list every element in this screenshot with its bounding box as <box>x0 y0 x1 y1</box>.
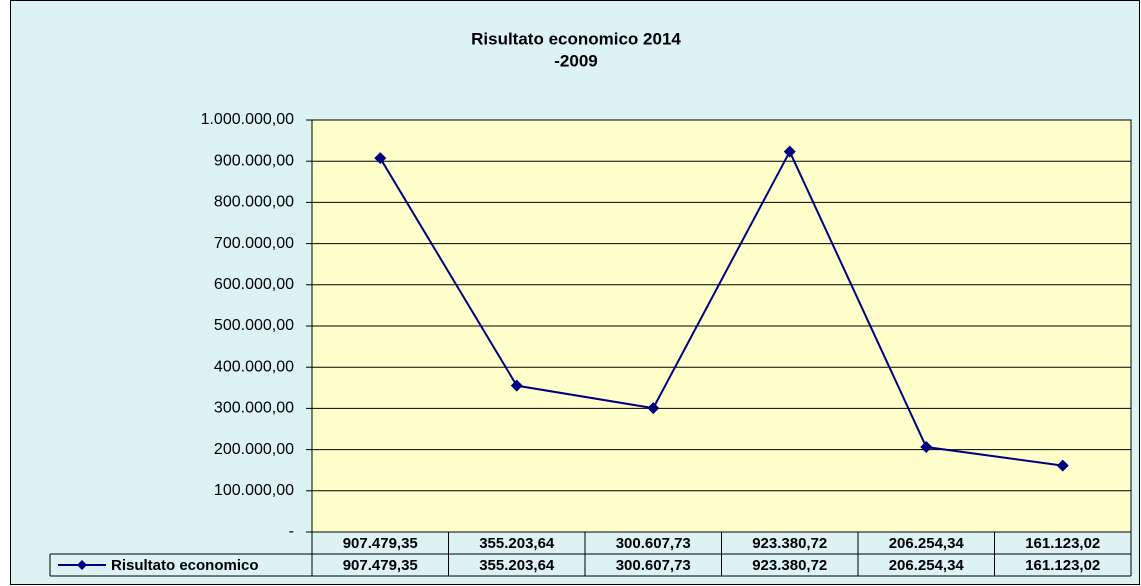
y-tick-label: 900.000,00 <box>214 152 294 169</box>
x-tick-label: 300.607,73 <box>616 535 691 552</box>
data-point <box>920 441 933 454</box>
y-tick-label: 800.000,00 <box>214 194 294 211</box>
data-label: 923.380,72 <box>752 557 827 574</box>
y-tick-label: 1.000.000,00 <box>201 111 295 128</box>
y-tick-label: 400.000,00 <box>214 358 294 375</box>
data-label: 161.123,02 <box>1025 557 1100 574</box>
data-point <box>1056 459 1069 472</box>
data-point <box>510 379 523 392</box>
x-tick-label: 206.254,34 <box>889 535 965 552</box>
y-tick-label: 500.000,00 <box>214 317 294 334</box>
y-tick-label: 100.000,00 <box>214 482 294 499</box>
y-tick-label: 200.000,00 <box>214 441 294 458</box>
legend-marker <box>77 560 87 570</box>
y-tick-label: - <box>289 523 294 540</box>
x-tick-label: 907.479,35 <box>343 535 418 552</box>
y-tick-label: 600.000,00 <box>214 276 294 293</box>
chart-title: Risultato economico 2014 <box>471 29 681 48</box>
chart-title: -2009 <box>554 51 597 70</box>
data-point <box>783 145 796 158</box>
y-tick-label: 700.000,00 <box>214 235 294 252</box>
data-label: 300.607,73 <box>616 557 691 574</box>
x-tick-label: 355.203,64 <box>479 535 555 552</box>
x-tick-label: 923.380,72 <box>752 535 827 552</box>
legend-label: Risultato economico <box>111 557 259 574</box>
series-line <box>379 149 1063 467</box>
data-label: 206.254,34 <box>889 557 965 574</box>
x-tick-label: 161.123,02 <box>1025 535 1100 552</box>
data-point <box>374 152 387 165</box>
data-point <box>647 402 660 415</box>
data-label: 355.203,64 <box>479 557 555 574</box>
data-label: 907.479,35 <box>343 557 418 574</box>
y-tick-label: 300.000,00 <box>214 400 294 417</box>
